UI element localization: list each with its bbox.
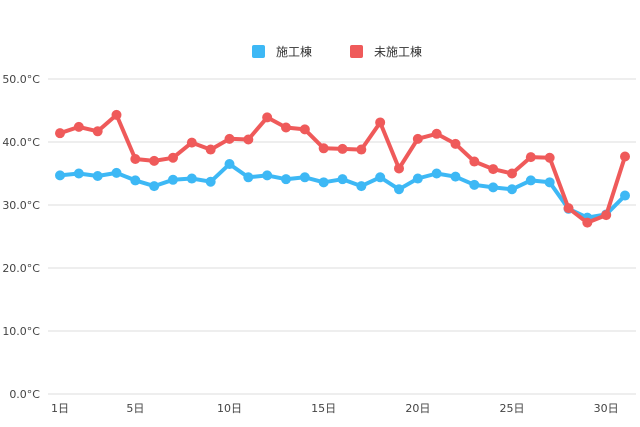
series-2-point [73,121,84,132]
series-1-point [205,176,216,187]
series-2-point [111,109,122,120]
series-1-point [488,182,499,193]
series-1-point [262,170,273,181]
series-2-point [281,122,291,133]
series-2-point [55,128,65,139]
series-1-point [394,184,404,195]
series-2-point [582,217,593,228]
x-tick-label: 10日 [217,402,242,415]
series-1-point [318,177,329,188]
y-tick-label: 40.0°C [2,136,40,149]
series-2-point [205,144,216,155]
series-1-point [281,174,291,185]
series-2-point [262,112,273,123]
series-1-point [243,172,254,183]
legend-label-1: 施工棟 [276,44,312,59]
series-1-point [299,172,310,183]
series-2-point [601,210,612,221]
series-2-point [224,133,235,144]
x-tick-label: 20日 [405,402,430,415]
series-2-point [450,138,461,149]
series-1-point [469,179,480,190]
series-1-point [224,159,235,170]
series-2-point [431,128,442,139]
series-2-point [130,154,141,165]
x-tick-label: 30日 [594,402,619,415]
series-1-point [73,168,84,179]
series-1-point [55,170,65,181]
series-2-point [299,124,310,135]
series-1-point [186,173,197,184]
series-1-point [620,190,630,201]
series-line-1 [58,162,627,220]
series-2-point [186,137,197,148]
series-2-point [469,156,480,167]
series-2-point [149,155,160,166]
series-1-point [92,171,103,182]
x-tick-label: 1日 [51,402,69,415]
y-tick-label: 30.0°C [2,199,40,212]
series-1-point [507,184,517,195]
series-2-point [488,164,499,175]
series-1-point [544,177,555,188]
series-2-point [394,163,404,174]
series-line-2 [58,112,627,225]
series-1-point [337,174,348,185]
series-1-point [168,174,178,185]
series-2-point [375,117,386,128]
series-2-point [412,133,423,144]
x-tick-label: 5日 [126,402,144,415]
series-1-point [412,173,423,184]
series-2-point [356,144,367,155]
legend-label-2: 未施工棟 [374,44,422,59]
series-1-point [111,167,122,178]
series-2-point [243,134,254,145]
series-2-point [525,152,536,163]
series-2-point [544,152,555,163]
series-2-point [563,203,574,214]
y-tick-label: 50.0°C [2,73,40,86]
legend-swatch-2 [350,45,363,58]
series-2-point [168,152,178,163]
series-2-point [337,143,348,154]
series-1-point [450,171,461,182]
series-1-point [356,181,367,192]
series-2-point [318,143,329,154]
y-tick-label: 0.0°C [9,388,40,401]
x-tick-label: 25日 [500,402,525,415]
series-2-point [507,168,517,179]
series-1-point [431,168,442,179]
series-2-point [92,126,103,137]
y-tick-label: 20.0°C [2,262,40,275]
x-tick-label: 15日 [311,402,336,415]
series-1-point [375,172,386,183]
series-1-point [149,181,160,192]
series-2-point [620,151,630,162]
series-1-point [130,175,141,186]
legend-swatch-1 [252,45,265,58]
y-tick-label: 10.0°C [2,325,40,338]
series-1-point [525,175,536,186]
